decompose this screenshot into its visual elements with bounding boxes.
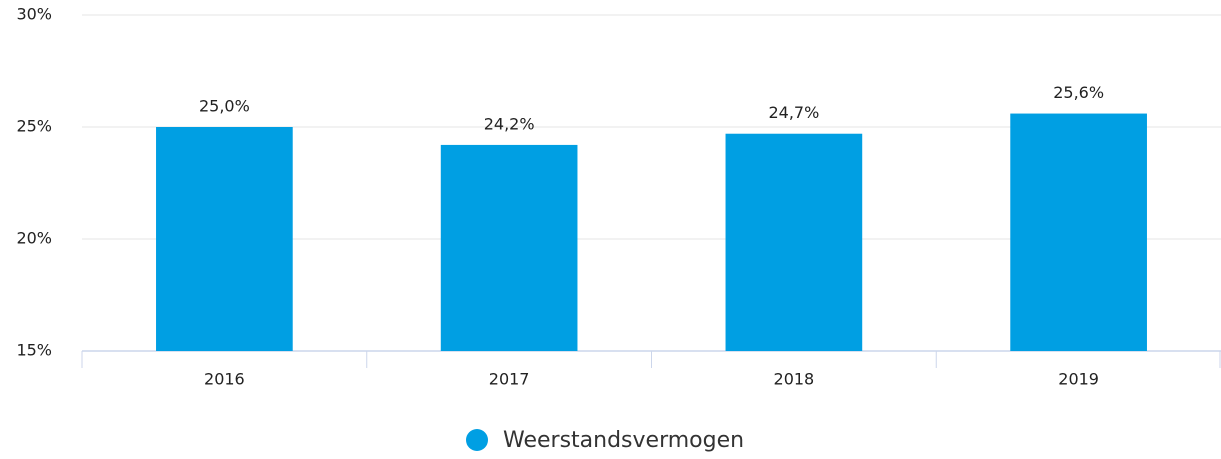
- bar: [1010, 113, 1147, 351]
- legend-label: Weerstandsvermogen: [503, 428, 744, 453]
- y-tick-label: 25%: [16, 117, 52, 136]
- x-tick-label: 2018: [774, 370, 815, 389]
- bar: [725, 133, 863, 351]
- data-label: 25,0%: [199, 97, 250, 116]
- data-label: 25,6%: [1053, 83, 1104, 102]
- y-tick-label: 30%: [16, 5, 52, 24]
- x-tick-label: 2016: [204, 370, 245, 389]
- bar: [440, 144, 578, 351]
- y-tick-label: 20%: [16, 229, 52, 248]
- x-tick-label: 2019: [1058, 370, 1099, 389]
- legend-marker: [466, 429, 488, 451]
- x-tick-label: 2017: [489, 370, 530, 389]
- data-label: 24,7%: [768, 103, 819, 122]
- bar: [156, 127, 293, 351]
- data-label: 24,2%: [484, 114, 535, 133]
- y-tick-label: 15%: [16, 341, 52, 360]
